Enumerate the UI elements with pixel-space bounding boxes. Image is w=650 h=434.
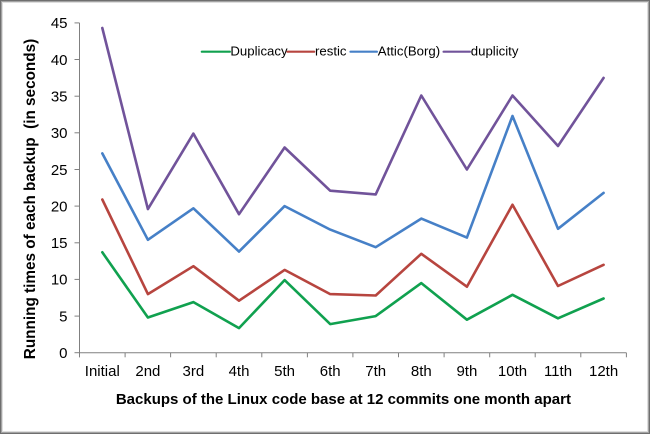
svg-text:Running times of each backup: Running times of each backup (in seconds…	[22, 39, 39, 359]
svg-text:15: 15	[51, 235, 68, 252]
svg-text:10th: 10th	[498, 363, 527, 380]
svg-text:6th: 6th	[320, 363, 341, 380]
svg-text:11th: 11th	[544, 363, 572, 380]
svg-text:Attic(Borg): Attic(Borg)	[378, 44, 440, 59]
svg-text:45: 45	[51, 15, 68, 32]
svg-text:Backups of the Linux code base: Backups of the Linux code base at 12 com…	[116, 391, 571, 408]
svg-text:20: 20	[51, 198, 68, 215]
svg-text:5: 5	[59, 308, 67, 325]
svg-text:9th: 9th	[456, 363, 477, 380]
svg-text:0: 0	[59, 345, 67, 362]
svg-text:Duplicacy: Duplicacy	[230, 44, 288, 59]
svg-text:25: 25	[51, 162, 68, 179]
svg-text:5th: 5th	[274, 363, 295, 380]
svg-text:12th: 12th	[589, 363, 618, 380]
svg-text:8th: 8th	[411, 363, 432, 380]
svg-text:restic: restic	[315, 44, 347, 59]
svg-text:3rd: 3rd	[183, 363, 205, 380]
svg-text:7th: 7th	[365, 363, 386, 380]
svg-text:40: 40	[51, 52, 68, 69]
svg-text:2nd: 2nd	[135, 363, 160, 380]
svg-text:Initial: Initial	[85, 363, 120, 380]
svg-text:4th: 4th	[229, 363, 250, 380]
svg-text:duplicity: duplicity	[471, 44, 519, 59]
svg-text:35: 35	[51, 89, 68, 106]
svg-text:10: 10	[51, 272, 68, 289]
svg-text:30: 30	[51, 125, 68, 142]
